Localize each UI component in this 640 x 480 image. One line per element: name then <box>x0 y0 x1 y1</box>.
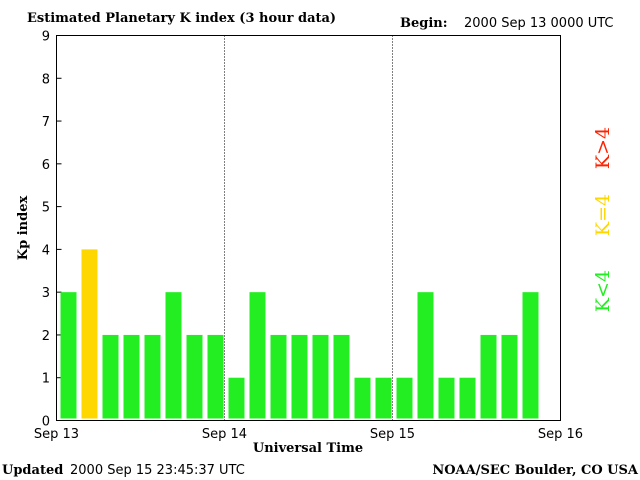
day-dividers <box>224 35 393 421</box>
x-tick-label: Sep 13 <box>34 427 79 442</box>
y-tick-label: 3 <box>42 286 50 301</box>
kp-bar <box>417 292 434 419</box>
kp-bar <box>144 334 161 419</box>
kp-bar <box>207 334 224 419</box>
kp-bar <box>165 292 182 419</box>
begin-label: Begin: <box>400 16 448 31</box>
x-tick-label: Sep 16 <box>538 427 583 442</box>
kp-bar <box>459 377 476 419</box>
plot-frame <box>56 35 561 421</box>
kp-bar <box>522 292 539 419</box>
kp-bar <box>438 377 455 419</box>
kp-bar <box>291 334 308 419</box>
updated-value: 2000 Sep 15 23:45:37 UTC <box>70 463 245 478</box>
kp-bar <box>354 377 371 419</box>
y-tick-label: 4 <box>42 243 50 258</box>
y-tick-label: 6 <box>42 158 50 173</box>
kp-bar <box>312 334 329 419</box>
kp-bar <box>228 377 245 419</box>
y-tick-label: 5 <box>42 201 50 216</box>
begin-value: 2000 Sep 13 0000 UTC <box>464 16 614 31</box>
kp-bars <box>60 249 539 419</box>
kp-bar <box>123 334 140 419</box>
y-axis-ticks: 0 1 2 3 4 5 6 7 8 9 <box>42 30 62 430</box>
kp-bar <box>396 377 413 419</box>
kp-bar <box>186 334 203 419</box>
updated-label: Updated <box>2 463 63 478</box>
y-tick-label: 8 <box>42 72 50 87</box>
y-axis-label: Kp index <box>16 196 31 261</box>
kp-bar <box>270 334 287 419</box>
kp-bar <box>375 377 392 419</box>
chart-title: Estimated Planetary K index (3 hour data… <box>27 11 336 26</box>
x-tick-label: Sep 15 <box>370 427 415 442</box>
x-axis-label: Universal Time <box>253 441 363 456</box>
kp-bar <box>249 292 266 419</box>
kp-bar <box>60 292 77 419</box>
plot-area: 0 1 2 3 4 5 6 7 8 9 Sep 13 Sep 14 Sep 15 Sep 16 <box>34 30 583 443</box>
y-tick-label: 7 <box>42 115 50 130</box>
kp-bar <box>501 334 518 419</box>
kp-bar <box>480 334 497 419</box>
y-tick-label: 1 <box>42 372 50 387</box>
x-tick-label: Sep 14 <box>202 427 247 442</box>
legend-mid: K=4 <box>592 194 614 236</box>
legend-low: K<4 <box>592 270 614 312</box>
y-tick-label: 9 <box>42 30 50 45</box>
kp-bar <box>81 249 98 419</box>
y-tick-label: 0 <box>42 415 50 430</box>
source-credit: NOAA/SEC Boulder, CO USA <box>432 463 639 478</box>
kp-bar <box>102 334 119 419</box>
legend-high: K>4 <box>592 127 614 169</box>
kp-bar <box>333 334 350 419</box>
x-axis-ticks: Sep 13 Sep 14 Sep 15 Sep 16 <box>34 427 583 442</box>
y-tick-label: 2 <box>42 329 50 344</box>
